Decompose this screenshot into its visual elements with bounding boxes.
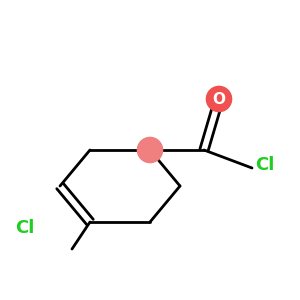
Circle shape [206, 86, 232, 112]
Text: Cl: Cl [255, 156, 274, 174]
Circle shape [137, 137, 163, 163]
Text: O: O [212, 92, 226, 106]
Text: Cl: Cl [15, 219, 34, 237]
